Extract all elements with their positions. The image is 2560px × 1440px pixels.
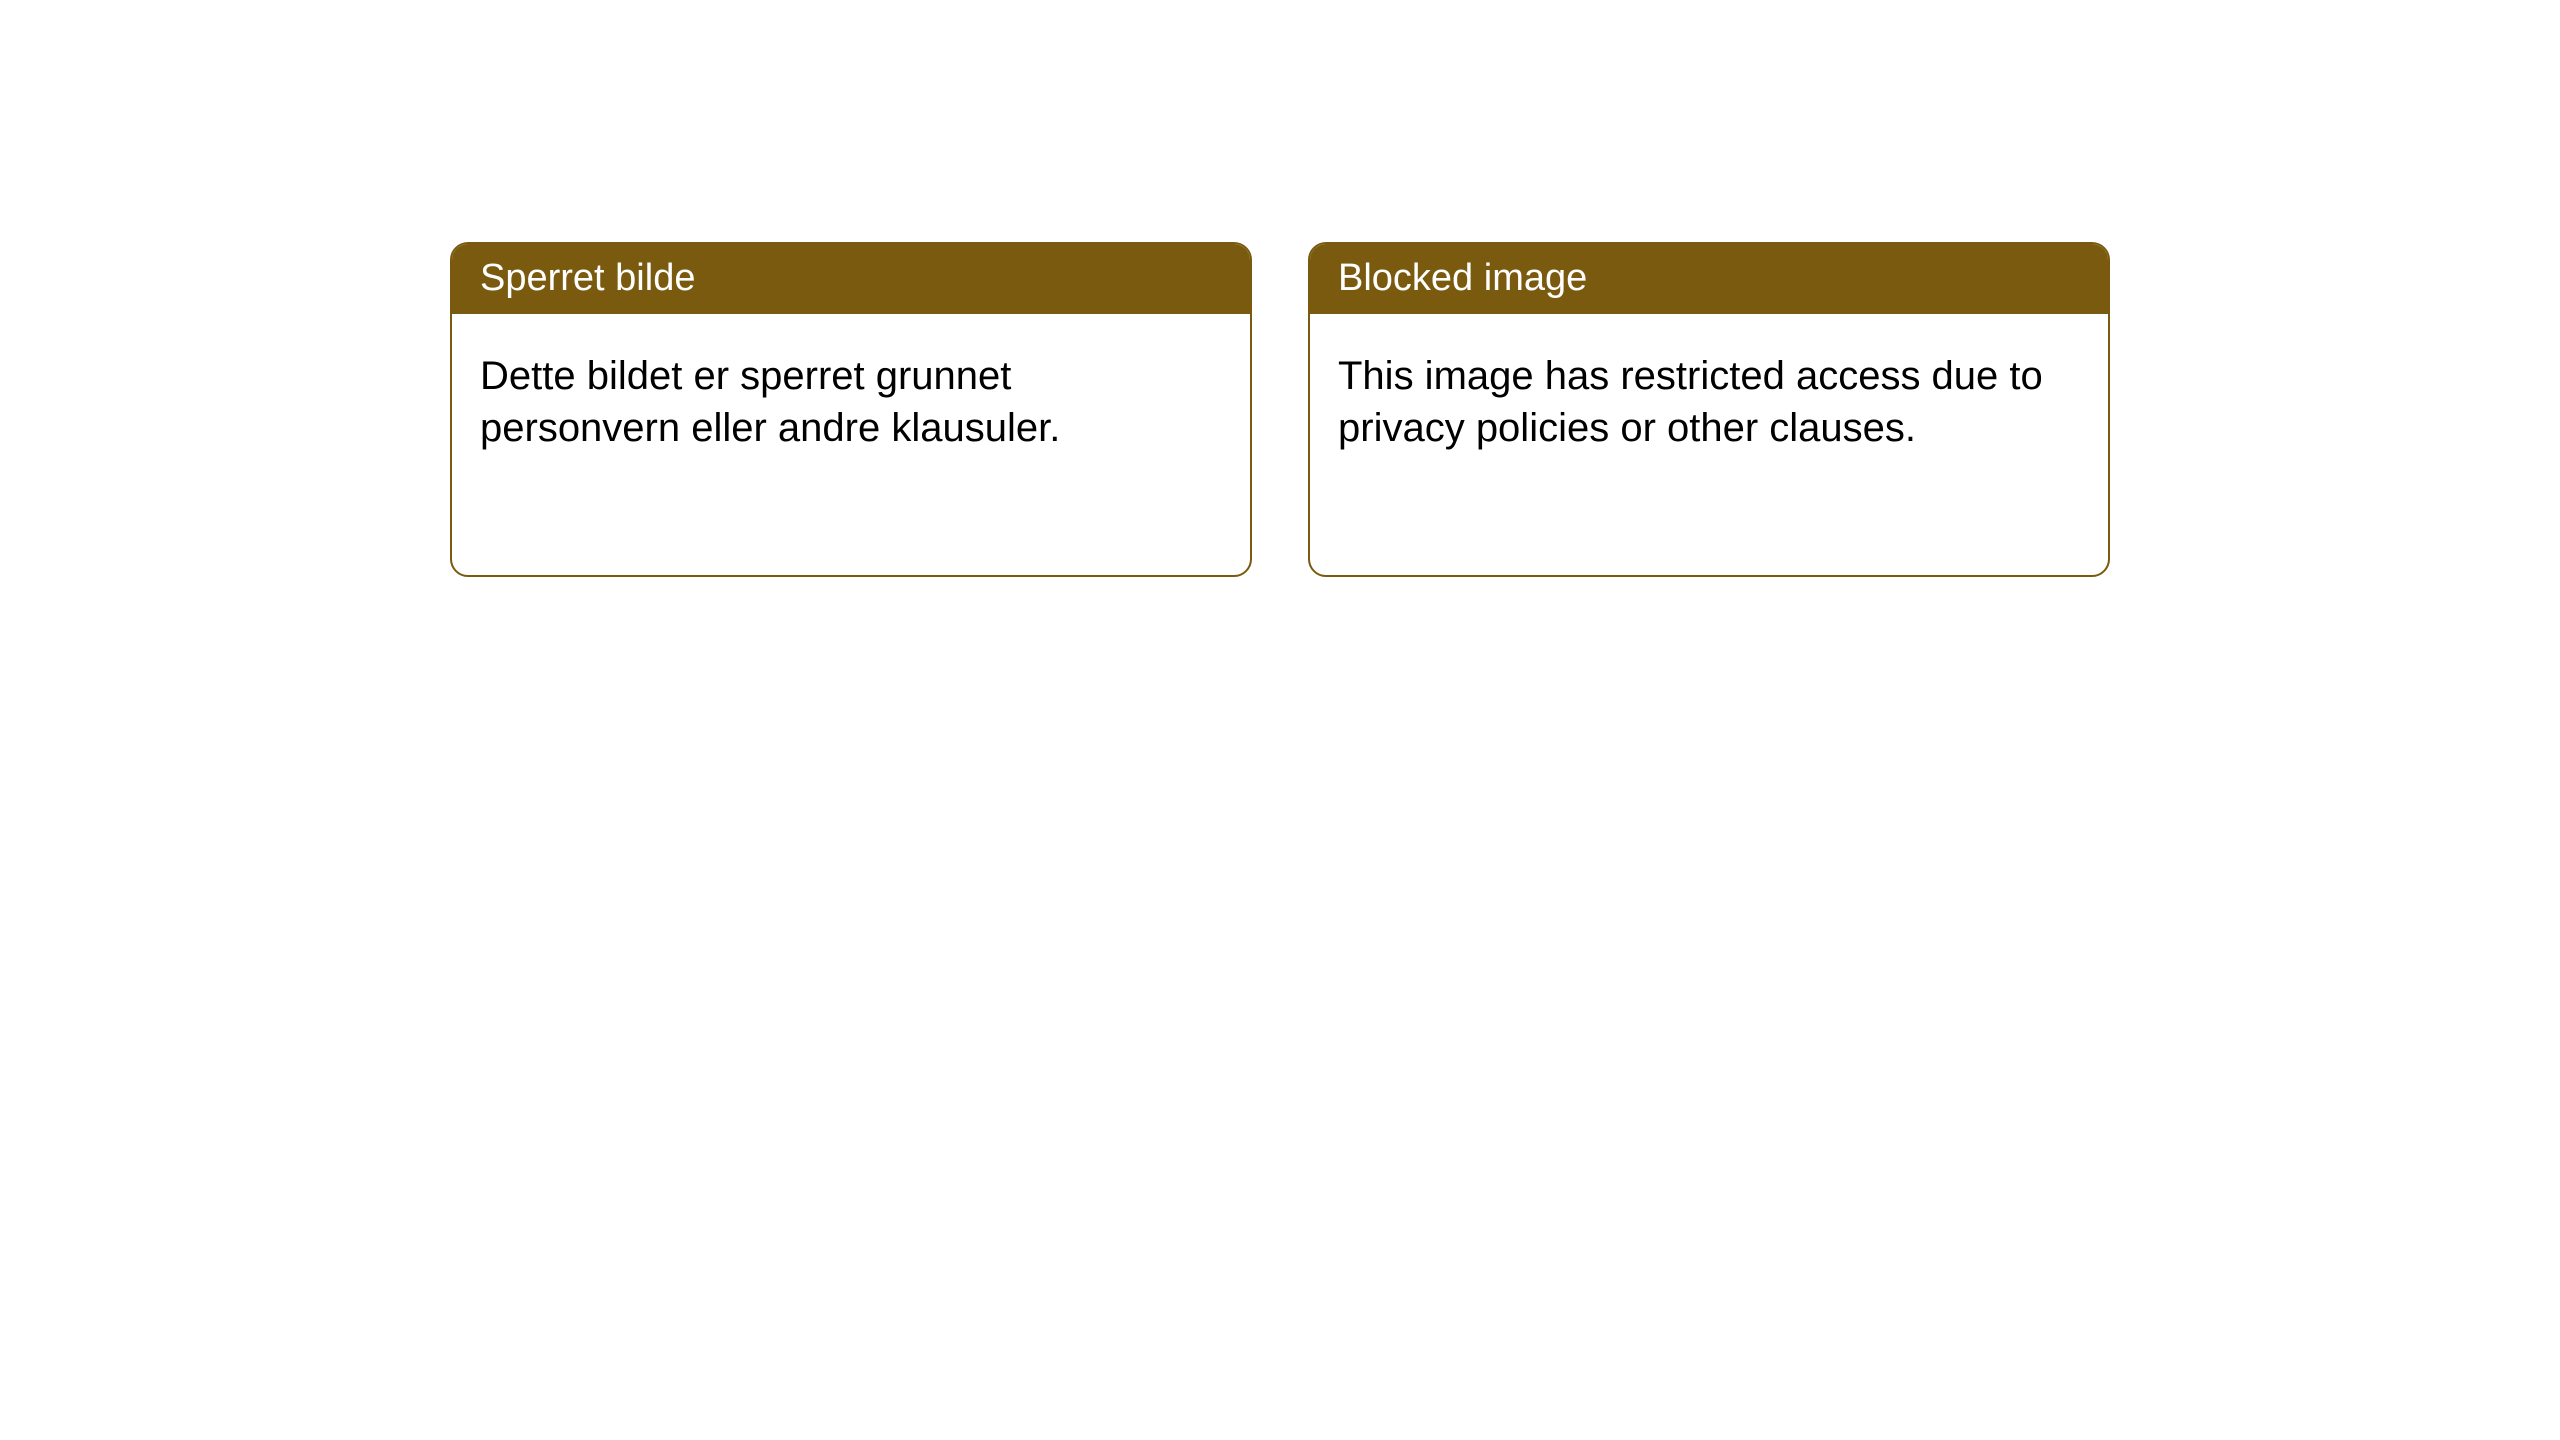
card-header-english: Blocked image [1310, 244, 2108, 314]
notice-card-english: Blocked image This image has restricted … [1308, 242, 2110, 577]
card-body-text: This image has restricted access due to … [1338, 354, 2043, 450]
notice-card-norwegian: Sperret bilde Dette bildet er sperret gr… [450, 242, 1252, 577]
card-body-english: This image has restricted access due to … [1310, 314, 2108, 490]
card-header-norwegian: Sperret bilde [452, 244, 1250, 314]
card-title: Sperret bilde [480, 257, 695, 299]
notice-cards-container: Sperret bilde Dette bildet er sperret gr… [450, 242, 2110, 577]
card-body-text: Dette bildet er sperret grunnet personve… [480, 354, 1060, 450]
card-title: Blocked image [1338, 257, 1587, 299]
card-body-norwegian: Dette bildet er sperret grunnet personve… [452, 314, 1250, 490]
